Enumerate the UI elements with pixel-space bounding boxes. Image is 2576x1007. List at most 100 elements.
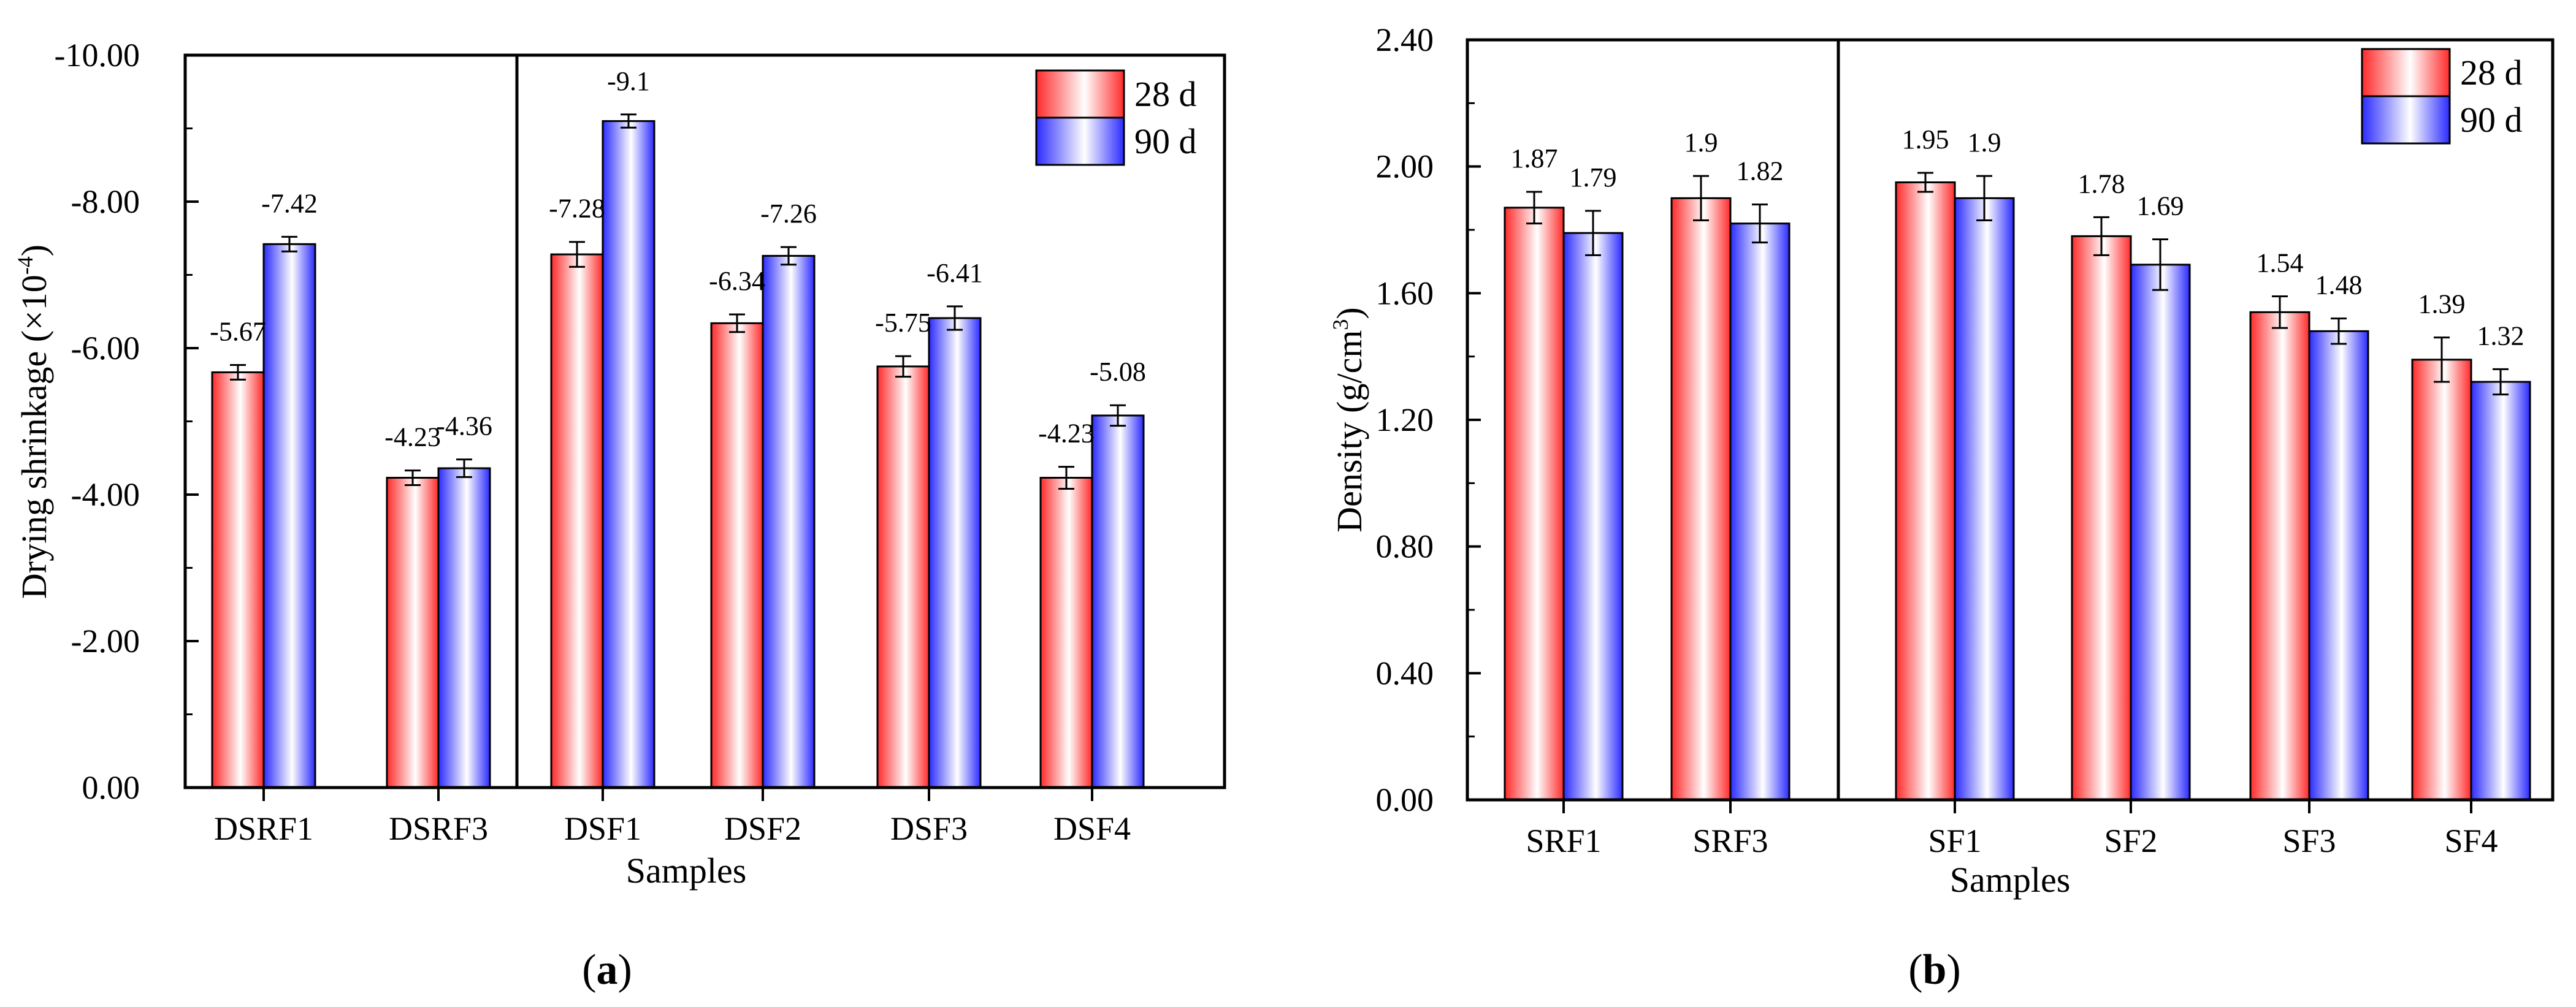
x-tick-label: DSRF1 xyxy=(214,810,313,847)
bar-sf1-28d xyxy=(1895,181,1956,801)
data-label: 1.78 xyxy=(2078,169,2125,199)
y-tick-label: -8.00 xyxy=(71,183,140,220)
density-chart: 0.00 0.40 0.80 1.20 1.60 2.00 2.40 1.87 1.79 1.9… xyxy=(1328,21,2555,994)
bar-dsf3-90d xyxy=(928,317,982,789)
legend-swatch-90d xyxy=(2361,95,2451,145)
data-label: -6.41 xyxy=(927,258,983,288)
data-label: 1.69 xyxy=(2137,191,2184,221)
bar-sf2-90d xyxy=(2130,264,2191,801)
error-bar xyxy=(781,246,797,266)
error-bar xyxy=(2493,368,2509,396)
data-label: -7.28 xyxy=(549,194,605,224)
data-label: 1.95 xyxy=(1902,124,1949,154)
legend-label-28d: 28 d xyxy=(1134,74,1197,114)
error-bar xyxy=(621,113,636,129)
y-tick-label: 1.60 xyxy=(1376,275,1434,311)
legend-swatch-28d xyxy=(2361,48,2451,97)
y-axis-title-superscript: 3 xyxy=(1328,319,1353,330)
bars xyxy=(1504,181,2531,801)
legend-swatch-90d xyxy=(1035,116,1125,166)
y-axis-title: Drying shrinkage (×10-4) xyxy=(13,245,54,599)
error-bar xyxy=(405,469,421,486)
y-tick-label: -6.00 xyxy=(71,330,140,367)
bar-dsf2-90d xyxy=(762,254,816,789)
data-label: 1.87 xyxy=(1511,143,1558,173)
legend-label-90d: 90 d xyxy=(2460,100,2523,140)
error-bar xyxy=(1526,191,1542,225)
error-bar xyxy=(729,313,745,333)
bar-dsrf3-28d xyxy=(386,477,440,789)
data-label: 1.32 xyxy=(2477,321,2524,351)
data-label: 1.54 xyxy=(2257,248,2304,278)
bar-dsf4-28d xyxy=(1039,477,1093,789)
error-bar xyxy=(2272,295,2288,329)
y-axis-title: Density (g/cm3) xyxy=(1328,307,1369,533)
data-label: -6.34 xyxy=(709,266,765,296)
legend-label-28d: 28 d xyxy=(2460,53,2523,93)
x-tick-label: DSF1 xyxy=(564,810,641,847)
data-label: -5.67 xyxy=(210,316,266,346)
y-tick-label: 1.20 xyxy=(1376,401,1434,438)
x-tick-label: SRF3 xyxy=(1692,823,1768,859)
error-bars xyxy=(1526,172,2509,396)
y-tick-label: 0.80 xyxy=(1376,528,1434,565)
error-bar xyxy=(2093,216,2109,256)
legend-swatch-28d xyxy=(1035,69,1125,119)
error-bar xyxy=(569,241,585,268)
data-labels: -5.67-7.42-4.23-4.36-7.28-9.1-6.34-7.26-… xyxy=(210,66,1146,452)
data-labels: 1.87 1.79 1.9 1.82 1.95 1.9 1.78 1.69 1.54 1.48 1.… xyxy=(1511,124,2524,351)
error-bar xyxy=(947,305,963,331)
bar-sf4-28d xyxy=(2411,359,2472,801)
bar-dsrf3-90d xyxy=(437,467,491,789)
data-label: -7.26 xyxy=(760,199,817,229)
y-tick-label: 0.40 xyxy=(1376,655,1434,691)
plot-frame xyxy=(1466,38,2555,802)
y-tick-label: -10.00 xyxy=(55,37,140,74)
data-label: 1.39 xyxy=(2418,289,2466,319)
x-axis-title: Samples xyxy=(1950,860,2071,900)
drying-shrinkage-chart: 0.00 -2.00 -4.00 -6.00 -8.00 -10.00 -5.67 -7.4… xyxy=(13,37,1226,994)
y-tick-label: 0.00 xyxy=(1376,781,1434,818)
x-tick-label: SF1 xyxy=(1928,823,1981,859)
data-label: 1.48 xyxy=(2315,270,2363,300)
x-axis-ticks: SRF1 SRF3 SF1 SF2 SF3 SF4 xyxy=(1526,800,2498,859)
x-tick-label: DSF4 xyxy=(1053,810,1131,847)
error-bar xyxy=(1917,172,1933,193)
bar-dsrf1-28d xyxy=(211,371,265,789)
bar-srf1-28d xyxy=(1504,207,1565,801)
error-bar xyxy=(1585,210,1601,256)
x-tick-label: SF2 xyxy=(2104,823,2157,859)
legend-label-90d: 90 d xyxy=(1134,121,1197,161)
legend: 28 d 90 d xyxy=(2361,48,2523,145)
y-tick-label: -4.00 xyxy=(71,476,140,513)
error-bar xyxy=(1976,175,1992,221)
y-axis-ticks: 0.00 -2.00 -4.00 -6.00 -8.00 -10.00 xyxy=(55,37,199,806)
bar-dsf1-90d xyxy=(602,120,655,789)
bar-sf2-28d xyxy=(2071,235,2132,801)
bar-srf3-28d xyxy=(1670,197,1732,801)
bar-dsrf1-90d xyxy=(262,243,316,789)
data-label: 1.9 xyxy=(1684,127,1718,158)
bar-srf1-90d xyxy=(1562,232,1624,801)
error-bar xyxy=(895,355,911,378)
bar-dsf3-28d xyxy=(876,365,930,789)
error-bar xyxy=(281,235,297,253)
error-bar xyxy=(1058,466,1074,490)
data-label: -5.75 xyxy=(875,308,931,338)
x-axis-ticks: DSRF1 DSRF3 DSF1 DSF2 DSF3 DSF4 xyxy=(214,788,1131,847)
data-label: -5.08 xyxy=(1090,357,1146,387)
data-label: -4.36 xyxy=(436,411,492,441)
bar-sf3-28d xyxy=(2249,311,2310,801)
bar-dsf4-90d xyxy=(1091,414,1145,789)
x-tick-label: SRF1 xyxy=(1526,823,1601,859)
y-axis-title-superscript: -4 xyxy=(13,256,37,275)
error-bars xyxy=(230,113,1126,490)
data-label: -9.1 xyxy=(607,66,650,96)
bars xyxy=(211,120,1145,789)
bar-dsf2-28d xyxy=(710,322,764,789)
data-label: 1.9 xyxy=(1968,127,2001,158)
panel-label: (b) xyxy=(1908,946,1961,994)
legend: 28 d 90 d xyxy=(1035,69,1197,166)
x-axis-title: Samples xyxy=(626,851,747,891)
